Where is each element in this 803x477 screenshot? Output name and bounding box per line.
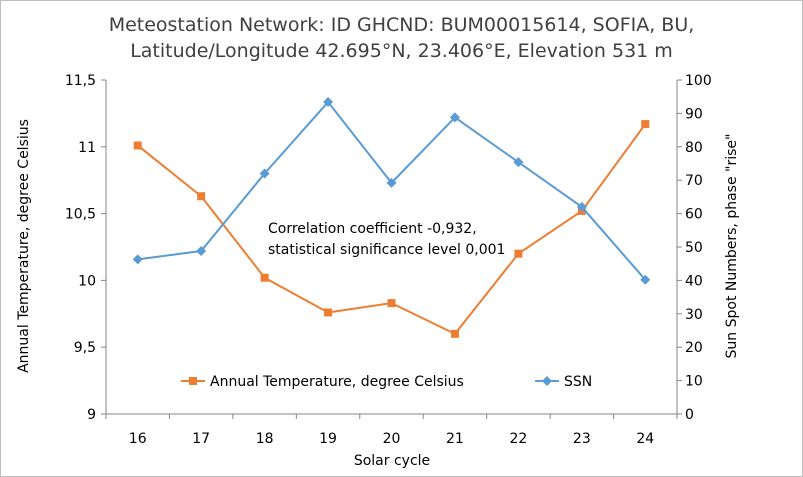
x-tick-label: 19 — [319, 431, 337, 447]
ssn-point — [386, 177, 397, 188]
ssn-point — [323, 97, 334, 108]
x-tick-label: 17 — [192, 431, 210, 447]
legend: Annual Temperature, degree Celsius SSN — [181, 374, 592, 390]
x-tick-label: 20 — [383, 431, 401, 447]
y-right-tick-label: 100 — [685, 73, 712, 89]
y-right-tick-label: 50 — [685, 240, 703, 256]
y-left-tick-label: 10 — [78, 273, 96, 289]
y-right-tick-label: 0 — [685, 407, 694, 423]
y-right-tick-label: 40 — [685, 273, 703, 289]
legend-marker-temperature — [189, 377, 197, 385]
legend-label-ssn: SSN — [564, 374, 592, 390]
annotation-line-1: Correlation coefficient -0,932, — [268, 221, 477, 237]
temperature-point — [514, 249, 523, 258]
y-right-tick-label: 20 — [685, 340, 703, 356]
y-right-tick-label: 70 — [685, 173, 703, 189]
legend-label-temperature: Annual Temperature, degree Celsius — [210, 374, 464, 390]
ssn-point — [513, 157, 524, 168]
series-layer — [132, 97, 651, 338]
y-right-tick-label: 10 — [685, 374, 703, 390]
y-right-tick-label: 80 — [685, 140, 703, 156]
x-tick-label: 21 — [446, 431, 464, 447]
y-right-tick-label: 90 — [685, 106, 703, 122]
y-left-tick-label: 11,5 — [65, 73, 96, 89]
y-left-tick-label: 10,5 — [65, 207, 96, 223]
y-left-tick-label: 9 — [87, 407, 96, 423]
axes-layer: 9 9,5 10 10,5 11 11,5 0 10 20 30 40 50 60 70 80 90 100 16… — [65, 73, 712, 447]
y-left-tick-label: 9,5 — [74, 340, 96, 356]
temperature-point — [387, 299, 396, 308]
chart-title-line-1: Meteostation Network: ID GHCND: BUM00015… — [108, 14, 695, 36]
temperature-point — [641, 120, 650, 129]
ssn-point — [259, 168, 270, 179]
legend-item-temperature: Annual Temperature, degree Celsius — [181, 374, 464, 390]
y-right-axis-title: Sun Spot Numbers, phase "rise" — [724, 134, 740, 359]
legend-item-ssn: SSN — [535, 374, 592, 390]
y-left-axis-title: Annual Temperature, degree Celsius — [16, 119, 32, 373]
temperature-point — [324, 308, 333, 317]
x-tick-label: 23 — [573, 431, 591, 447]
y-right-tick-label: 60 — [685, 207, 703, 223]
x-axis-title: Solar cycle — [354, 453, 430, 469]
x-tick-label: 22 — [509, 431, 527, 447]
y-left-tick-label: 11 — [78, 140, 96, 156]
legend-marker-ssn — [542, 376, 552, 386]
temperature-point — [450, 329, 459, 338]
ssn-point — [576, 201, 587, 212]
ssn-point — [132, 254, 143, 265]
temperature-point — [197, 192, 206, 201]
chart-title-line-2: Latitude/Longitude 42.695°N, 23.406°E, E… — [130, 40, 673, 62]
annotation-line-2: statistical significance level 0,001 — [268, 242, 505, 258]
x-tick-label: 18 — [256, 431, 274, 447]
y-right-tick-label: 30 — [685, 307, 703, 323]
ssn-point — [196, 246, 207, 257]
x-tick-label: 16 — [129, 431, 147, 447]
ssn-point — [449, 112, 460, 123]
temperature-point — [133, 141, 142, 150]
temperature-point — [260, 273, 269, 282]
x-tick-label: 24 — [636, 431, 654, 447]
chart-title: Meteostation Network: ID GHCND: BUM00015… — [0, 12, 803, 64]
ssn-point — [640, 274, 651, 285]
